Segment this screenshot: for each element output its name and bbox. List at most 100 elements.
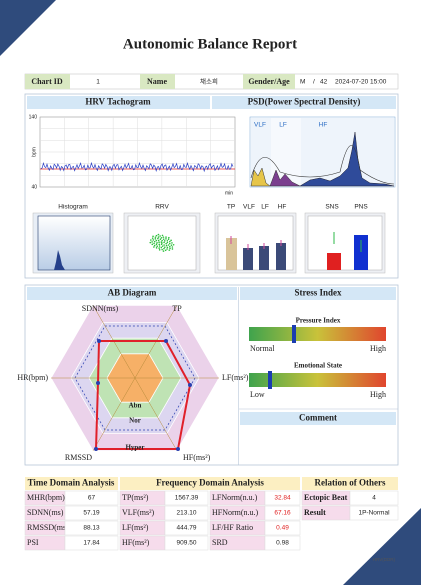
panel	[27, 287, 237, 300]
rrv-dot	[158, 241, 160, 244]
value-cell	[264, 520, 301, 536]
row-label: TP(ms²)	[122, 493, 149, 502]
row-label: PSI	[27, 538, 39, 547]
label: Stress Index	[294, 288, 342, 298]
rrv-dot	[162, 236, 165, 238]
shape	[54, 250, 65, 270]
value-cell	[164, 505, 209, 521]
rrv-dot	[168, 236, 170, 239]
row-value: 4	[372, 495, 376, 502]
rrv-dot	[162, 250, 165, 252]
label: min	[225, 190, 233, 196]
rrv-dot	[171, 248, 174, 250]
label: HR(bpm)	[17, 373, 48, 382]
label: 2024-07-20 15:00	[335, 79, 387, 86]
row-value: 444.79	[177, 525, 197, 532]
row-label: LFNorm(n.u.)	[212, 493, 258, 502]
rrv-dot	[150, 239, 152, 241]
row-label: SRD	[212, 538, 228, 547]
row-value: 67.16	[274, 510, 291, 517]
panel	[120, 477, 300, 490]
rrv-dot	[157, 237, 159, 240]
value-cell	[264, 505, 301, 521]
rrv-dot	[158, 247, 160, 249]
value-cell	[349, 490, 399, 506]
row-value: 67	[88, 495, 96, 502]
rrv-dot	[165, 236, 167, 238]
label: Gender/Age	[248, 77, 290, 86]
pressure-marker	[292, 325, 296, 343]
value-cell	[64, 490, 119, 506]
rrv-dot	[154, 236, 157, 238]
rrv-dot	[167, 244, 170, 246]
label: 42	[320, 79, 328, 86]
label: 1	[96, 79, 100, 86]
panel	[212, 96, 396, 109]
rrv-dot	[167, 238, 170, 241]
row-value: 213.10	[177, 510, 197, 517]
rrv-dot	[154, 238, 157, 240]
row-value: 88.13	[83, 525, 100, 532]
rrv-dot	[152, 239, 155, 241]
radar-point	[97, 339, 101, 343]
row-value: 32.84	[274, 495, 291, 502]
panel	[37, 215, 111, 271]
rrv-dot	[156, 245, 158, 248]
rrv-dot	[166, 239, 169, 242]
rrv-dot	[161, 234, 164, 237]
row-label: HF(ms²)	[122, 538, 150, 547]
radar-axis	[92, 305, 178, 451]
value-cell	[164, 535, 209, 551]
rrv-dot	[153, 242, 155, 245]
panel	[276, 243, 286, 270]
radar-point	[94, 447, 98, 451]
rrv-dot	[158, 245, 161, 247]
row-label: Ectopic Beat	[304, 493, 348, 502]
value-cell	[64, 535, 119, 551]
rrv-dot	[153, 240, 156, 243]
rrv-dot	[166, 241, 169, 244]
row-label: SDNN(ms)	[27, 508, 64, 517]
rrv-dot	[169, 240, 171, 243]
radar-point	[176, 447, 180, 451]
shape	[269, 169, 301, 187]
row-label: Result	[304, 508, 326, 517]
rrv-dot	[155, 234, 158, 237]
rrv-dot	[170, 244, 173, 246]
row-label: MHR(bpm)	[27, 493, 65, 502]
emotional-marker	[268, 371, 272, 389]
row-label: RMSSD(ms)	[27, 523, 69, 532]
label: TP	[227, 204, 235, 211]
row-label: HFNorm(n.u.)	[212, 508, 259, 517]
rrv-dot	[171, 246, 174, 248]
label: SNS	[325, 204, 339, 211]
rrv-dot	[163, 241, 165, 244]
panel	[240, 412, 396, 425]
rrv-dot	[160, 241, 163, 243]
rrv-dot	[155, 247, 158, 249]
rrv-dot	[161, 239, 163, 242]
panel	[259, 246, 269, 270]
rrv-dot	[160, 237, 163, 239]
label: PSD(Power Spectral Density)	[248, 97, 361, 107]
heart-rate-trace	[40, 161, 234, 173]
tachogram	[39, 116, 236, 188]
label: High	[370, 344, 386, 353]
rrv-dot	[165, 242, 167, 245]
rrv-dot	[158, 243, 161, 246]
panel	[226, 238, 237, 270]
row-value: 1567.39	[175, 495, 199, 502]
label: Comment	[299, 413, 337, 423]
panel	[240, 287, 396, 300]
label: Frequency Domain Analysis	[156, 478, 264, 488]
label: LF	[279, 122, 287, 129]
label: SDNN(ms)	[82, 304, 119, 313]
label: M	[300, 79, 305, 86]
rrv-dot	[152, 235, 154, 238]
rrv-dot	[163, 244, 165, 246]
panel	[302, 477, 398, 490]
ab-radar	[50, 304, 220, 452]
label: LF	[261, 204, 269, 211]
